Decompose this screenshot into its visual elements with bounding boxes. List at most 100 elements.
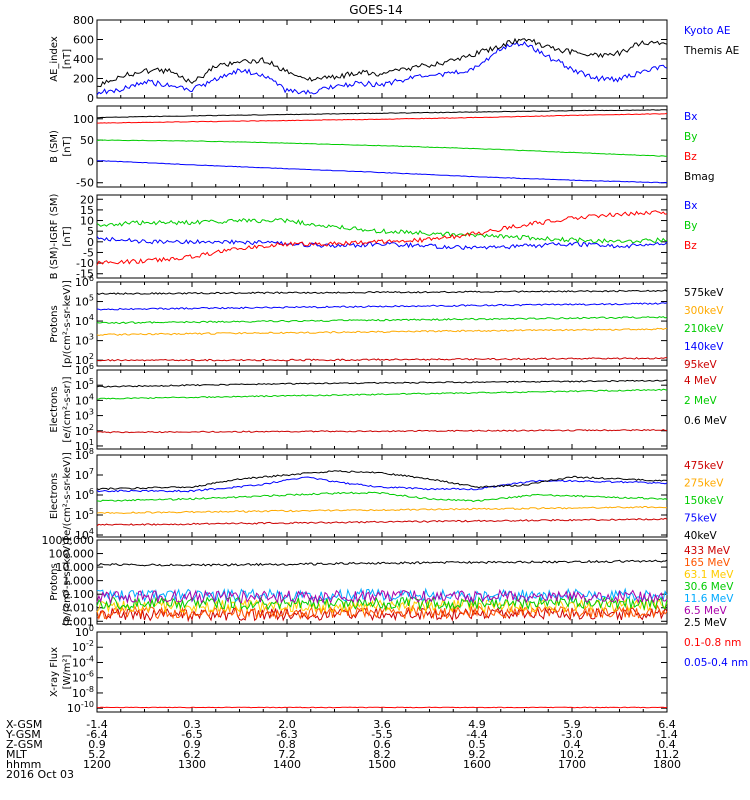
y-tick-label: -15 — [76, 268, 94, 281]
ephemeris-value: 1700 — [558, 758, 586, 771]
ephemeris-value: -1.4 — [86, 718, 107, 731]
y-tick-label: 10.000 — [56, 561, 95, 574]
series-line-433-mev — [97, 606, 668, 623]
y-axis-label: [nT] — [62, 49, 73, 69]
series-line-210kev — [96, 316, 668, 325]
ephemeris-value: 5.2 — [88, 748, 106, 761]
ephemeris-row-label: hhmm — [6, 758, 41, 771]
y-tick-label: -50 — [76, 177, 94, 190]
series-line-4-mev — [96, 429, 667, 434]
ephemeris-value: 2.0 — [278, 718, 296, 731]
ephemeris-value: 1300 — [178, 758, 206, 771]
y-tick-label: 105 — [75, 507, 94, 522]
ephemeris-value: 7.2 — [278, 748, 296, 761]
series-line-475kev — [96, 517, 668, 527]
ephemeris-value: 0.9 — [183, 738, 201, 751]
y-axis-label: [nT] — [62, 226, 73, 246]
series-line-bz — [96, 210, 668, 266]
legend-entry: 165 MeV — [684, 557, 731, 569]
series-line-by — [96, 139, 668, 157]
legend-entry: 6.5 MeV — [684, 605, 728, 617]
y-axis-label: [p/(cm²-s-sr-keV)] — [62, 538, 73, 626]
y-tick-label: 800 — [73, 14, 94, 27]
series-line-6-5-mev — [96, 588, 668, 605]
legend-entry: 2 MeV — [684, 395, 718, 407]
series-line-kyoto-ae — [96, 41, 668, 96]
legend-entry: 95keV — [684, 359, 718, 371]
y-axis-label: Protons — [49, 563, 60, 600]
y-tick-label: 0 — [87, 155, 94, 168]
y-tick-label: 0.100 — [63, 588, 95, 601]
ephemeris-value: 0.6 — [373, 738, 391, 751]
series-line-0-6-mev — [96, 379, 668, 388]
y-tick-label: -5 — [83, 246, 94, 259]
legend-entry: 2.5 MeV — [684, 617, 728, 629]
ephemeris-value: 1200 — [83, 758, 111, 771]
ephemeris-value: -6.5 — [181, 728, 202, 741]
ephemeris-value: 10.2 — [560, 748, 585, 761]
y-tick-label: 100.000 — [49, 548, 95, 561]
y-tick-label: 10-4 — [72, 654, 94, 669]
ephemeris-value: 0.4 — [658, 738, 676, 751]
legend-entry: Themis AE — [683, 45, 739, 57]
legend-entry: Kyoto AE — [684, 25, 730, 37]
legend-entry: 150keV — [684, 495, 724, 507]
y-tick-label: 108 — [75, 447, 94, 462]
series-line-150kev — [96, 491, 668, 503]
y-tick-label: 103 — [75, 408, 94, 423]
ephemeris-row-label: Z-GSM — [6, 738, 43, 751]
ephemeris-value: 1500 — [368, 758, 396, 771]
y-tick-label: 104 — [75, 313, 94, 328]
panel-bsm: -50 0 50 100 B (SM) [nT] Bx By Bz Bmag — [49, 105, 715, 190]
y-tick-label: 20 — [80, 193, 94, 206]
legend-entry: 40keV — [684, 530, 718, 542]
series-line-2-mev — [96, 388, 668, 400]
ephemeris-value: 1400 — [273, 758, 301, 771]
y-axis-label: B (SM) — [49, 130, 60, 163]
ephemeris-value: 0.4 — [563, 738, 581, 751]
y-tick-label: 5 — [87, 225, 94, 238]
y-tick-label: 105 — [75, 294, 94, 309]
ephemeris-value: 1600 — [463, 758, 491, 771]
y-axis-label: X-ray Flux — [49, 647, 60, 697]
y-tick-label: 200 — [73, 73, 94, 86]
legend-entry: 30.6 MeV — [684, 581, 734, 593]
series-line-bz — [96, 113, 668, 124]
y-axis-label: [W/m²] — [62, 654, 73, 689]
series-line-95kev — [97, 356, 668, 362]
legend-entry: 140keV — [684, 341, 724, 353]
legend-entry: 4 MeV — [684, 375, 718, 387]
y-tick-label: 106 — [75, 362, 94, 377]
ephemeris-value: 5.9 — [563, 718, 581, 731]
y-tick-label: 100 — [73, 113, 94, 126]
ephemeris-row-label: X-GSM — [6, 718, 42, 731]
y-tick-label: 10-10 — [67, 700, 94, 715]
y-axis-label: [e/(cm²-s-sr)] — [62, 376, 73, 442]
series-line-0-1-0-8-nm — [96, 706, 668, 709]
legend-entry: Bx — [684, 200, 697, 212]
y-tick-label: 106 — [75, 487, 94, 502]
ephemeris-value: -5.5 — [371, 728, 392, 741]
y-tick-label: 105 — [75, 377, 94, 392]
ephemeris-value: -3.0 — [561, 728, 582, 741]
legend-entry: 433 MeV — [684, 545, 731, 557]
panel-protons2: 0.0010.0100.1001.00010.000100.0001000.00… — [42, 534, 735, 629]
y-tick-label: 15 — [80, 204, 94, 217]
series-line-bx — [96, 160, 668, 184]
y-tick-label: 400 — [73, 53, 94, 66]
legend-entry: Bz — [684, 151, 697, 163]
legend-entry: 0.6 MeV — [684, 415, 728, 427]
ephemeris-value: 6.2 — [183, 748, 201, 761]
series-line-40kev — [96, 470, 668, 491]
y-tick-label: 10 — [80, 215, 94, 228]
plot-frame — [96, 631, 668, 713]
ephemeris-value: -4.4 — [466, 728, 487, 741]
ephemeris-value: 4.9 — [468, 718, 486, 731]
series-line-75kev — [96, 476, 668, 493]
y-tick-label: 0 — [87, 92, 94, 105]
y-axis-label: AE_index — [49, 36, 60, 82]
y-tick-label: 0.010 — [63, 602, 95, 615]
